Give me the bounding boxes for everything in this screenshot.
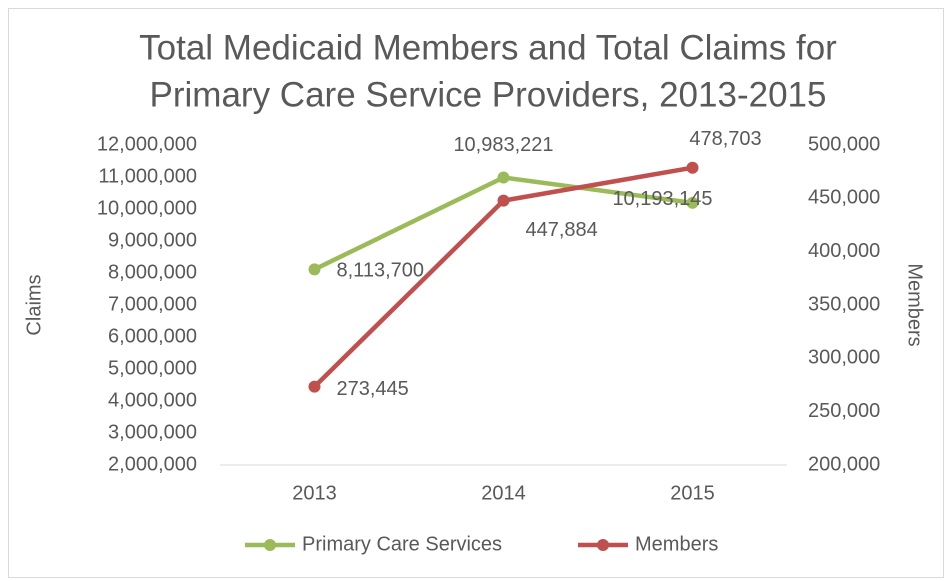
x-tick-label: 2013 [292,482,337,504]
data-label: 10,983,221 [453,134,553,156]
data-label: 447,884 [526,219,598,241]
chart-border [8,8,944,578]
y-tick-label: 12,000,000 [97,133,197,155]
data-label: 273,445 [337,378,409,400]
y2-tick-label: 200,000 [808,453,880,475]
data-point [497,194,510,207]
legend-label: Primary Care Services [302,533,502,555]
y-tick-label: 8,000,000 [108,261,197,283]
legend-marker [264,539,276,551]
y2-axis-label: Members [904,263,926,346]
y-tick-label: 2,000,000 [108,453,197,475]
data-point [497,171,510,184]
y2-tick-label: 300,000 [808,347,880,369]
y-tick-label: 7,000,000 [108,293,197,315]
data-point [308,380,321,393]
y-tick-label: 11,000,000 [98,165,197,187]
y-tick-label: 5,000,000 [108,357,197,379]
y2-tick-label: 250,000 [808,400,880,422]
y-tick-label: 9,000,000 [108,229,197,251]
legend-label: Members [635,533,718,555]
data-label: 10,193,145 [612,188,712,210]
data-label: 478,703 [689,128,761,150]
data-point [308,263,321,276]
data-point [686,161,699,174]
y-tick-label: 6,000,000 [108,325,197,347]
legend-marker [597,539,609,551]
data-label: 8,113,700 [337,260,425,282]
y2-tick-label: 450,000 [808,187,880,209]
y2-tick-label: 350,000 [808,293,880,315]
y-tick-label: 10,000,000 [97,197,197,219]
y2-tick-label: 500,000 [808,133,880,155]
x-tick-label: 2015 [670,482,715,504]
y2-tick-label: 400,000 [808,240,880,262]
chart-title: Primary Care Service Providers, 2013-201… [150,75,827,114]
y-tick-label: 4,000,000 [108,389,197,411]
chart-title: Total Medicaid Members and Total Claims … [139,28,837,67]
data-point [686,196,699,209]
y-tick-label: 3,000,000 [108,421,197,443]
y-axis-label: Claims [23,274,45,335]
x-tick-label: 2014 [481,482,526,504]
